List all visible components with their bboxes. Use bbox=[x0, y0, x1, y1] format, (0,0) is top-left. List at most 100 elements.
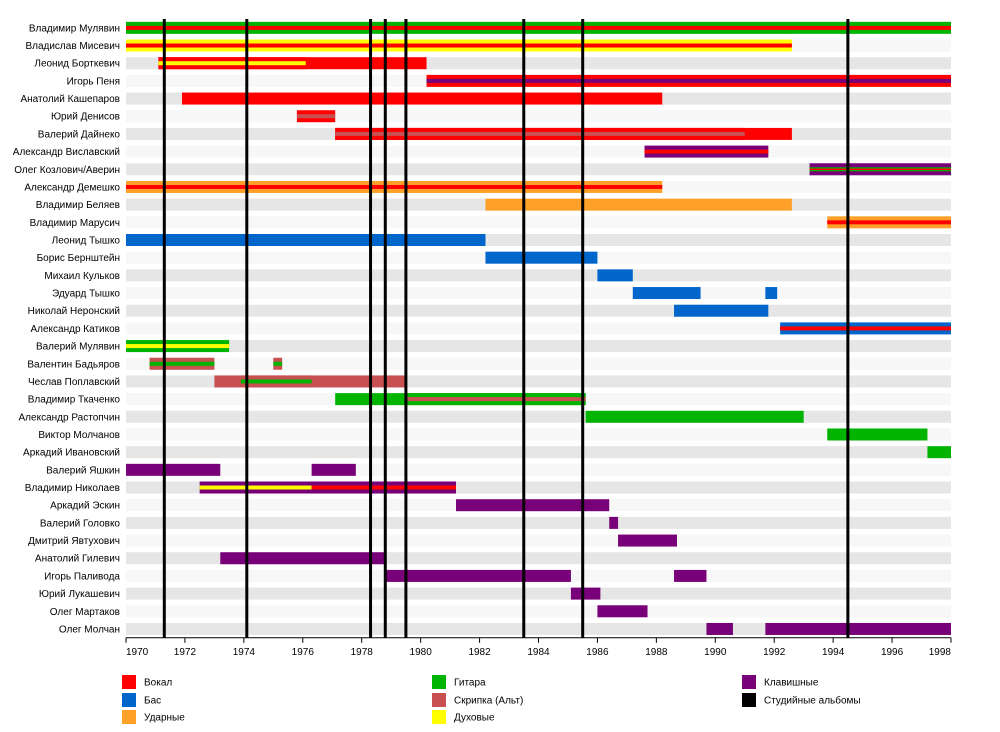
member-bar bbox=[706, 622, 733, 635]
member-bar-inner bbox=[296, 114, 336, 119]
legend-swatch bbox=[742, 693, 756, 707]
row-stripe bbox=[126, 110, 951, 123]
member-bar bbox=[618, 534, 677, 547]
legend-label: Духовые bbox=[454, 713, 495, 724]
x-tick-label: 1992 bbox=[763, 647, 786, 658]
member-names: Владимир Мулявин Владислав Мисевич Леонид … bbox=[13, 23, 121, 635]
member-bar-inner bbox=[126, 344, 230, 349]
member-bar bbox=[220, 552, 386, 565]
member-bar-inner bbox=[149, 361, 215, 366]
x-tick-label: 1988 bbox=[645, 647, 668, 658]
member-name: Валентин Бадьяров bbox=[27, 359, 120, 370]
member-bar-inner bbox=[780, 326, 951, 331]
member-bar bbox=[927, 446, 951, 459]
member-bar bbox=[385, 569, 571, 582]
row-stripe bbox=[126, 322, 951, 335]
legend-label: Бас bbox=[144, 696, 161, 707]
x-tick-label: 1982 bbox=[468, 647, 491, 658]
member-name: Леонид Борткевич bbox=[34, 59, 120, 70]
member-name: Леонид Тышко bbox=[52, 236, 121, 247]
x-tick-label: 1978 bbox=[351, 647, 374, 658]
member-bar-inner bbox=[240, 379, 312, 384]
member-name: Валерий Яшкин bbox=[46, 465, 120, 476]
member-bar bbox=[456, 499, 610, 512]
member-name: Анатолий Кашепаров bbox=[20, 94, 120, 105]
x-tick-label: 1986 bbox=[586, 647, 609, 658]
row-stripe bbox=[126, 163, 951, 176]
member-bar-inner bbox=[426, 78, 951, 83]
member-bar bbox=[765, 287, 778, 300]
x-tick-label: 1998 bbox=[929, 647, 952, 658]
row-stripe bbox=[126, 357, 951, 370]
x-axis: 1970 1972 1974 1976 1978 1980 1982 1984 1986 1988… bbox=[125, 637, 952, 658]
member-name: Эдуард Тышко bbox=[52, 289, 120, 300]
member-bar bbox=[597, 605, 648, 618]
legend-label: Клавишные bbox=[764, 678, 819, 689]
member-bar bbox=[485, 198, 792, 211]
member-bar bbox=[485, 251, 598, 264]
x-tick-label: 1980 bbox=[410, 647, 433, 658]
member-name: Владимир Марусич bbox=[30, 218, 120, 229]
x-tick-label: 1970 bbox=[126, 647, 149, 658]
member-name: Александр Катиков bbox=[30, 324, 120, 335]
member-bar bbox=[126, 463, 221, 476]
legend-swatch bbox=[122, 693, 136, 707]
member-name: Аркадий Ивановский bbox=[23, 448, 120, 459]
member-bar bbox=[570, 587, 601, 600]
member-bar bbox=[181, 92, 663, 105]
member-bar bbox=[597, 269, 633, 282]
member-name: Чеслав Поплавский bbox=[28, 377, 120, 388]
legend-swatch bbox=[122, 675, 136, 689]
member-bar bbox=[632, 287, 701, 300]
row-stripe bbox=[126, 145, 951, 158]
x-tick-label: 1984 bbox=[527, 647, 550, 658]
member-name: Александр Виславский bbox=[13, 147, 120, 158]
member-name: Юрий Денисов bbox=[51, 112, 120, 123]
member-name: Анатолий Гилевич bbox=[35, 554, 120, 565]
row-stripe bbox=[126, 516, 951, 529]
row-stripe bbox=[126, 287, 951, 300]
member-name: Валерий Дайнеко bbox=[38, 129, 121, 140]
legend-label: Гитара bbox=[454, 678, 486, 689]
member-bar-inner bbox=[126, 43, 792, 48]
member-name: Николай Неронский bbox=[28, 306, 120, 317]
x-tick-label: 1996 bbox=[881, 647, 904, 658]
member-name: Владимир Беляев bbox=[36, 200, 120, 211]
row-stripe bbox=[126, 269, 951, 282]
member-name: Дмитрий Явтухович bbox=[28, 536, 120, 547]
member-name: Игорь Паливода bbox=[44, 571, 120, 582]
member-name: Владимир Николаев bbox=[25, 483, 120, 494]
legend-label: Ударные bbox=[144, 713, 185, 724]
row-stripe bbox=[126, 340, 951, 353]
member-name: Игорь Пеня bbox=[67, 76, 120, 87]
member-name: Валерий Головко bbox=[40, 518, 121, 529]
row-stripe bbox=[126, 410, 951, 423]
member-bar-inner bbox=[158, 61, 306, 66]
legend-swatch bbox=[122, 710, 136, 724]
member-bar bbox=[585, 410, 804, 423]
member-name: Борис Бернштейн bbox=[37, 253, 120, 264]
member-bar-inner bbox=[273, 361, 283, 366]
x-tick-label: 1974 bbox=[233, 647, 256, 658]
legend-swatch bbox=[432, 675, 446, 689]
row-stripe bbox=[126, 587, 951, 600]
member-bar bbox=[765, 622, 951, 635]
x-tick-label: 1990 bbox=[704, 647, 727, 658]
member-bar bbox=[126, 234, 486, 246]
legend-swatch bbox=[432, 693, 446, 707]
album-lines bbox=[162, 19, 850, 638]
legend-label: Вокал bbox=[144, 678, 172, 689]
legend: Вокал Бас Ударные Гитара Скрипка (Альт) Духов… bbox=[122, 675, 861, 724]
row-stripe bbox=[126, 216, 951, 229]
member-bar bbox=[827, 428, 928, 441]
member-name: Виктор Молчанов bbox=[38, 430, 120, 441]
member-bar bbox=[674, 569, 707, 582]
member-name: Олег Мартаков bbox=[50, 607, 120, 618]
row-stripe bbox=[126, 463, 951, 476]
member-bar bbox=[609, 516, 619, 529]
row-stripe bbox=[126, 446, 951, 459]
row-stripe bbox=[126, 534, 951, 547]
member-bar-inner bbox=[405, 397, 586, 402]
member-name: Владимир Мулявин bbox=[29, 23, 120, 34]
